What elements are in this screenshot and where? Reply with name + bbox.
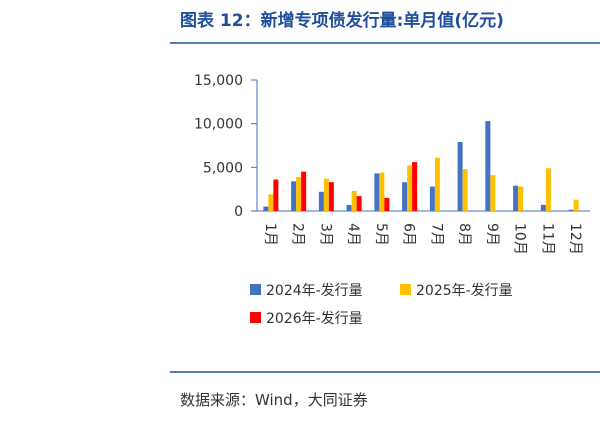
x-tick-label: 9月 xyxy=(484,223,500,246)
y-tick-label: 5,000 xyxy=(203,160,243,176)
bar xyxy=(412,162,418,211)
bar xyxy=(328,182,334,211)
x-tick-label: 12月 xyxy=(567,223,583,255)
bar xyxy=(268,194,274,211)
x-tick-label: 6月 xyxy=(401,223,417,246)
bar xyxy=(573,199,579,211)
x-tick-label: 8月 xyxy=(456,223,472,246)
legend-label: 2025年-发行量 xyxy=(416,283,513,299)
bar xyxy=(407,165,413,211)
bar xyxy=(356,196,362,211)
bar xyxy=(518,186,524,211)
bar xyxy=(540,204,546,211)
bar xyxy=(318,191,324,211)
bar xyxy=(273,179,279,211)
x-tick-label: 11月 xyxy=(539,223,555,255)
legend-swatch xyxy=(250,284,261,295)
bar xyxy=(301,171,307,211)
bar xyxy=(545,168,551,211)
y-tick-label: 15,000 xyxy=(194,73,243,89)
bar xyxy=(490,175,496,211)
x-tick-label: 4月 xyxy=(345,223,361,246)
legend-swatch xyxy=(400,284,411,295)
bar xyxy=(346,204,352,211)
legend-label: 2024年-发行量 xyxy=(266,283,363,299)
bar xyxy=(485,121,491,211)
bar xyxy=(291,181,297,211)
bar xyxy=(379,172,385,211)
x-tick-label: 1月 xyxy=(262,223,278,246)
bar xyxy=(462,169,468,211)
x-tick-label: 7月 xyxy=(428,223,444,246)
source: 数据来源：Wind，大同证券 xyxy=(180,391,368,409)
chart-title: 图表 12：新增专项债发行量:单月值(亿元) xyxy=(180,10,504,31)
bar xyxy=(457,142,463,211)
bar xyxy=(513,185,519,211)
bar xyxy=(263,206,269,211)
legend-label: 2026年-发行量 xyxy=(266,311,363,327)
x-tick-label: 2月 xyxy=(290,223,306,246)
bar xyxy=(296,176,302,211)
bar xyxy=(429,186,435,211)
bar xyxy=(568,209,574,211)
bar xyxy=(323,178,329,211)
x-tick-label: 10月 xyxy=(512,223,528,255)
bar xyxy=(351,190,357,211)
legend-swatch xyxy=(250,312,261,323)
bar xyxy=(434,157,440,211)
y-tick-label: 10,000 xyxy=(194,117,243,133)
bar xyxy=(402,182,408,211)
bar xyxy=(374,173,380,211)
y-tick-label: 0 xyxy=(234,204,243,220)
x-tick-label: 5月 xyxy=(373,223,389,246)
bar xyxy=(384,197,390,211)
x-tick-label: 3月 xyxy=(317,223,333,246)
